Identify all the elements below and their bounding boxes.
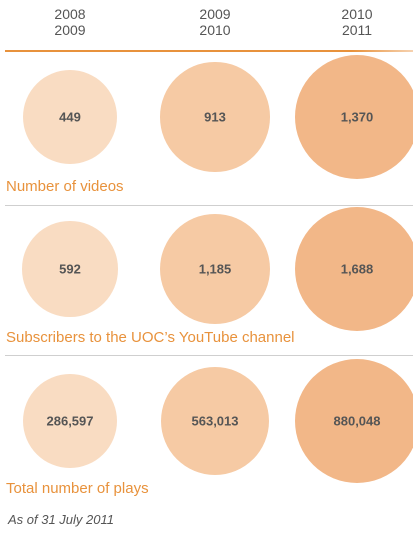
value-label: 286,597 — [46, 413, 94, 429]
column-header: 2008 2009 — [54, 6, 86, 38]
header-rule — [5, 50, 413, 52]
row-label: Subscribers to the UOC’s YouTube channel — [6, 329, 295, 346]
value-label: 592 — [59, 261, 81, 277]
bubble — [22, 373, 118, 469]
separator — [5, 205, 413, 206]
bubble — [22, 69, 118, 165]
bubble — [295, 55, 413, 179]
bubble — [160, 366, 270, 476]
value-label: 880,048 — [333, 413, 381, 429]
value-label: 449 — [59, 109, 81, 125]
value-label: 563,013 — [191, 413, 239, 429]
note: As of 31 July 2011 — [8, 512, 114, 527]
bubble — [159, 213, 271, 325]
bubble — [160, 62, 270, 172]
value-label: 913 — [204, 109, 226, 125]
row-label: Total number of plays — [6, 480, 149, 497]
bubble — [295, 359, 413, 483]
value-label: 1,185 — [198, 261, 232, 277]
bubble — [22, 221, 118, 317]
column-header: 2010 2011 — [341, 6, 373, 38]
bubble — [295, 207, 413, 331]
value-label: 1,370 — [340, 109, 374, 125]
row-label: Number of videos — [6, 178, 124, 195]
column-header: 2009 2010 — [199, 6, 231, 38]
value-label: 1,688 — [340, 261, 374, 277]
separator — [5, 355, 413, 356]
